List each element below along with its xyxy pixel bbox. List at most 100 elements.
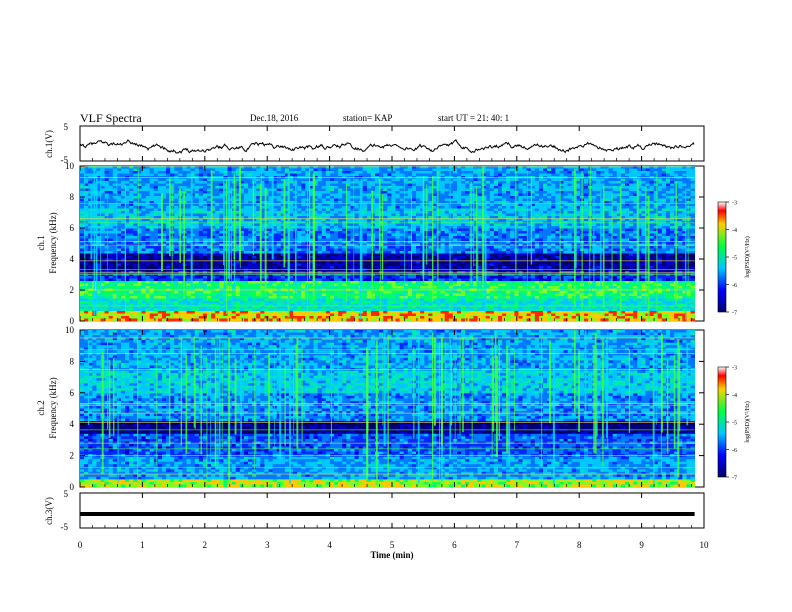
spectrogram-cell [416,228,421,232]
spectrogram-cell [432,221,437,224]
spectrogram-cell [80,221,85,224]
spectrogram-cell [334,188,339,192]
spectrogram-cell [80,228,85,232]
spectrogram-cell [334,211,339,214]
spectrogram-cell [100,168,105,172]
spectrogram-cell [108,218,114,222]
spectrogram-cell [248,238,253,242]
spectrogram-cell [260,221,265,224]
spectrogram-cell [534,241,540,244]
spectrogram-cell [428,211,433,214]
spectrogram-cell [473,221,478,224]
spectrogram-cell [223,216,228,219]
spectrogram-cell [207,231,212,234]
spectrogram-cell [198,228,204,232]
spectrogram-cell [547,201,552,204]
spectrogram-cell [272,206,278,209]
spectrogram-cell [522,218,528,222]
spectrogram-cell [145,221,151,224]
spectrogram-cell [84,183,89,187]
spectrogram-cell [161,191,167,194]
spectrogram-cell [506,196,511,199]
spectrogram-cell [137,241,142,244]
spectrogram-cell [678,236,683,239]
spectrogram-cell [190,238,196,242]
spectrogram-cell [288,166,294,169]
spectrogram-cell [88,221,93,224]
spectrogram-cell [641,191,646,194]
spectrogram-cell [530,211,536,214]
spectrogram-cell [198,211,204,214]
spectrogram-cell [202,186,208,189]
spectrogram-cell [543,226,548,229]
spectrogram-cell [395,236,401,239]
spectrogram-cell [629,218,634,222]
spectrogram-cell [489,241,495,244]
spectrogram-cell [309,198,314,202]
spectrogram-cell [391,168,396,172]
spectrogram-cell [153,183,159,187]
spectrogram-cell [194,166,200,169]
spectrogram-cell [661,228,667,232]
spectrogram-cell [547,241,552,244]
spectrogram-cell [469,178,474,182]
spectrogram-cell [604,213,609,217]
spectrogram-cell [538,226,544,229]
spectrogram-cell [211,166,216,169]
spectrogram-cell [387,196,392,199]
spectrogram-cell [538,206,544,209]
spectrogram-cell [305,186,310,189]
spectrogram-cell [211,183,216,187]
spectrogram-cell [190,183,196,187]
spectrogram-cell [559,206,564,209]
spectrogram-cell [362,188,368,192]
spectrogram-cell [612,216,618,219]
spectrogram-cell [452,188,458,192]
spectrogram-cell [559,201,564,204]
spectrogram-cell [518,231,523,234]
spectrogram-cell [567,241,573,244]
spectrogram-cell [608,186,614,189]
spectrogram-cell [440,241,446,244]
spectrogram-cell [215,221,220,224]
spectrogram-cell [612,166,618,169]
spectrogram-cell [489,168,495,172]
spectrogram-cell [600,208,605,212]
spectrogram-cell [329,236,335,239]
spectrogram-cell [571,188,577,192]
spectrogram-cell [362,218,368,222]
spectrogram-cell [239,191,245,194]
spectrogram-cell [80,213,85,217]
spectrogram-cell [268,238,273,242]
spectrogram-cell [600,191,605,194]
spectrogram-cell [678,166,683,169]
spectrogram-cell [657,178,663,182]
spectrogram-cell [375,218,380,222]
spectrogram-cell [473,196,478,199]
spectrogram-cell [125,233,130,237]
spectrogram-cell [567,208,573,212]
spectrogram-cell [456,193,462,197]
spectrogram-cell [198,186,204,189]
spectrogram-cell [506,211,511,214]
spectrogram-cell [600,241,605,244]
spectrogram-cell [137,248,142,252]
spectrogram-cell [395,181,401,184]
spectrogram-cell [137,246,142,249]
spectrogram-cell [530,228,536,232]
spectrogram-cell [395,221,401,224]
spectrogram-cell [485,196,491,199]
spectrogram-cell [346,181,351,184]
spectrogram-cell [575,201,581,204]
spectrogram-cell [641,236,646,239]
spectrogram-cell [571,223,577,227]
spectrogram-cell [637,193,642,197]
spectrogram-cell [510,246,515,249]
spectrogram-cell [264,216,269,219]
spectrogram-cell [518,183,523,187]
spectrogram-cell [280,166,286,169]
spectrogram-cell [346,233,351,237]
spectrogram-cell [436,208,441,212]
spectrogram-cell [100,188,105,192]
spectrogram-cell [379,223,384,227]
